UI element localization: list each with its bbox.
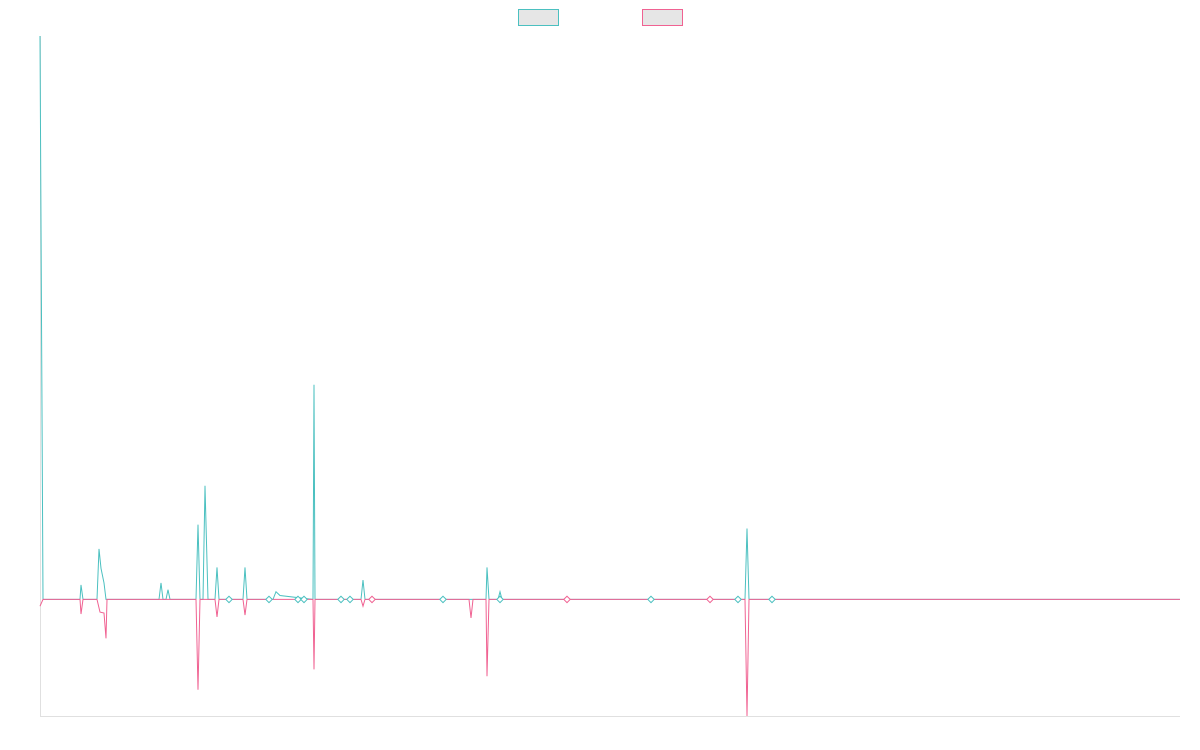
data-point-marker <box>337 595 345 604</box>
data-point-marker <box>346 595 354 604</box>
legend-swatch-2[interactable] <box>642 9 683 26</box>
series-line-1 <box>39 35 1180 600</box>
data-point-marker <box>768 595 776 604</box>
data-point-marker <box>496 595 504 604</box>
data-point-marker <box>734 595 742 604</box>
data-point-marker <box>265 595 273 604</box>
legend-swatch-1[interactable] <box>518 9 559 26</box>
data-point-marker <box>294 595 302 604</box>
legend[interactable] <box>518 9 683 26</box>
data-point-marker <box>706 595 714 604</box>
data-point-marker <box>439 595 447 604</box>
axes <box>40 36 1180 717</box>
series-group <box>39 35 1180 717</box>
data-point-marker <box>563 595 571 604</box>
data-point-marker <box>368 595 376 604</box>
data-point-marker <box>300 595 308 604</box>
point-markers <box>225 595 776 604</box>
data-point-marker <box>225 595 233 604</box>
data-point-marker <box>647 595 655 604</box>
series-line-2 <box>39 598 1180 717</box>
